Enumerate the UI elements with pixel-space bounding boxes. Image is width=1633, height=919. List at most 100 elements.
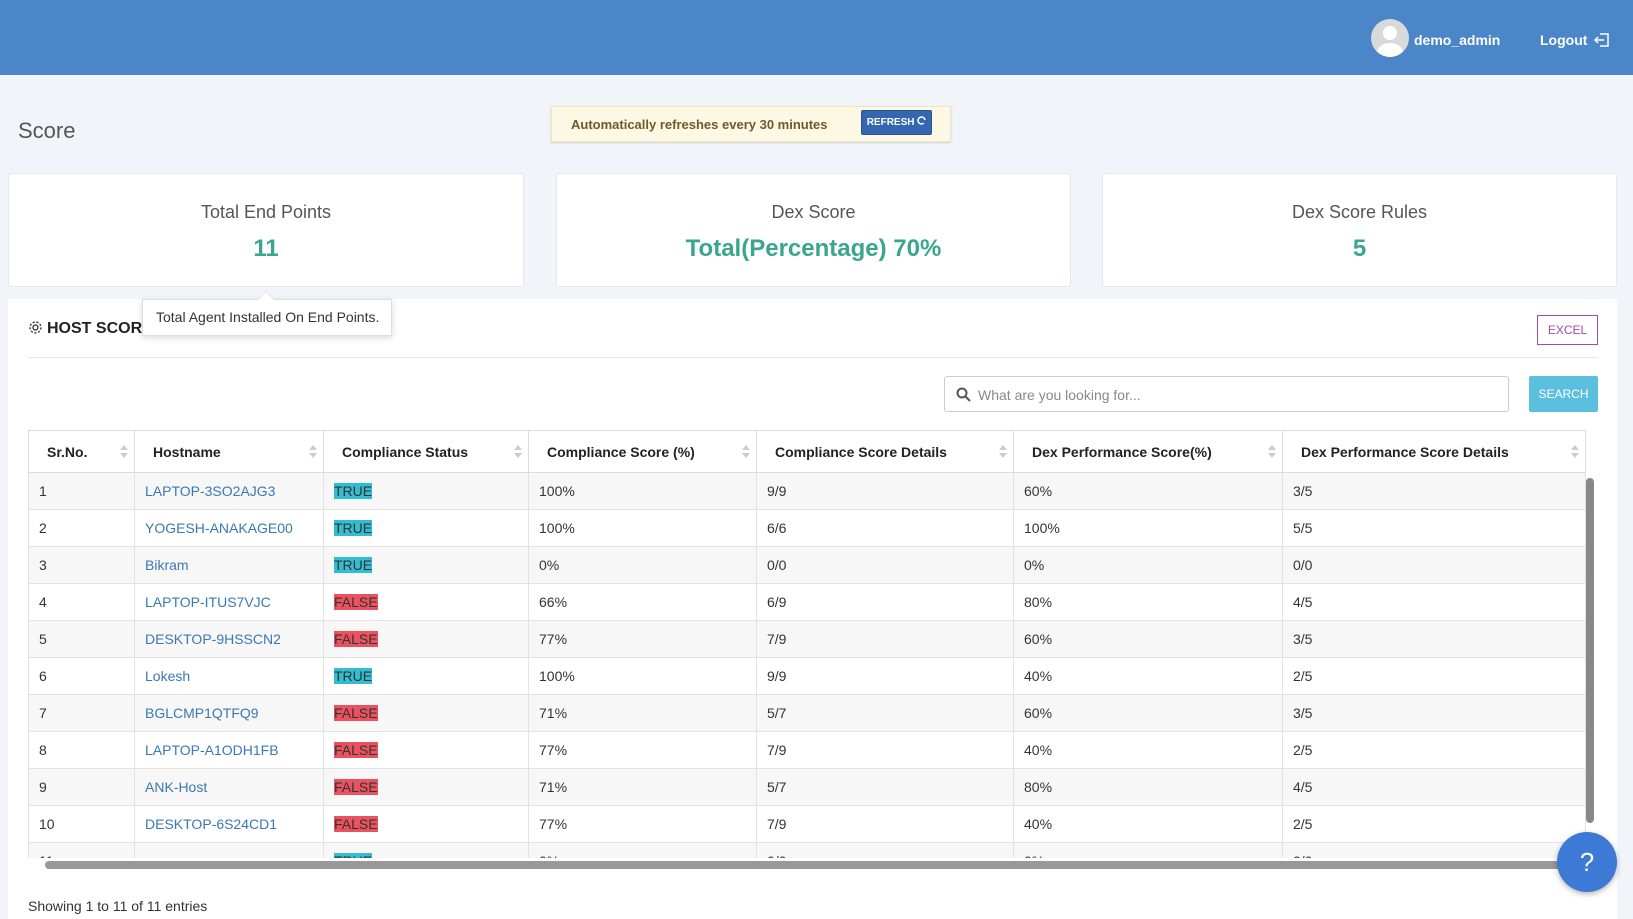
refresh-banner: Automatically refreshes every 30 minutes…: [551, 106, 951, 142]
hostname-link[interactable]: LAPTOP-A1ODH1FB: [145, 742, 279, 758]
table-cell: 77%: [528, 731, 757, 769]
search-placeholder: What are you looking for...: [978, 387, 1141, 403]
search-icon: [956, 387, 971, 402]
status-badge: FALSE: [334, 705, 378, 721]
table-row: 6 Lokesh TRUE 100% 9/9 40% 2/5: [28, 657, 1586, 695]
table-cell: 80%: [1013, 768, 1283, 806]
table-row: 1 LAPTOP-3SO2AJG3 TRUE 100% 9/9 60% 3/5: [28, 472, 1586, 510]
table-cell: 3/5: [1282, 620, 1586, 658]
table-cell: LAPTOP-A1ODH1FB: [134, 731, 324, 769]
table-cell: 0%: [528, 842, 757, 858]
table-cell: 40%: [1013, 731, 1283, 769]
table-cell: 4/5: [1282, 583, 1586, 621]
refresh-button[interactable]: REFRESH: [861, 110, 932, 135]
table-cell: 2/5: [1282, 805, 1586, 843]
table-cell: 100%: [528, 472, 757, 510]
hostname-link[interactable]: BGLCMP1QTFQ9: [145, 705, 259, 721]
table-cell: 8: [28, 731, 135, 769]
avatar[interactable]: [1371, 19, 1409, 57]
table-cell: TRUE: [323, 472, 529, 510]
table-cell: FALSE: [323, 731, 529, 769]
table-cell: BGLCMP1QTFQ9: [134, 694, 324, 732]
hostname-link[interactable]: Bikram: [145, 557, 189, 573]
table-cell: TRUE: [323, 657, 529, 695]
status-badge: TRUE: [334, 853, 373, 858]
table-cell: 71%: [528, 694, 757, 732]
table-cell: 71%: [528, 768, 757, 806]
table-cell: 66%: [528, 583, 757, 621]
horizontal-scrollbar[interactable]: [45, 861, 1585, 869]
status-badge: FALSE: [334, 631, 378, 647]
table-cell: TRUE: [323, 842, 529, 858]
table-cell: 6/6: [756, 509, 1014, 547]
top-bar: demo_admin Logout: [0, 0, 1633, 75]
status-badge: FALSE: [334, 779, 378, 795]
card-title: Total End Points: [200, 202, 332, 222]
column-header[interactable]: Compliance Score Details: [756, 430, 1014, 473]
table-cell: 60%: [1013, 472, 1283, 510]
table-cell: 9/9: [756, 657, 1014, 695]
table-cell: 40%: [1013, 657, 1283, 695]
table-cell: 77%: [528, 620, 757, 658]
hostname-link[interactable]: Lokesh: [145, 668, 191, 684]
table-cell: 2/5: [1282, 731, 1586, 769]
table-body: 1 LAPTOP-3SO2AJG3 TRUE 100% 9/9 60% 3/5 2 YOGESH…: [28, 472, 1586, 858]
table-cell: 3/5: [1282, 472, 1586, 510]
status-badge: TRUE: [334, 483, 373, 499]
column-header[interactable]: Compliance Score (%): [528, 430, 757, 473]
username[interactable]: demo_admin: [1414, 32, 1501, 48]
table-cell: 9: [28, 768, 135, 806]
table-cell: [134, 842, 324, 858]
excel-button[interactable]: EXCEL: [1537, 315, 1598, 345]
table-cell: 0/0: [1282, 546, 1586, 584]
column-header[interactable]: Hostname: [134, 430, 324, 473]
table-cell: 1: [28, 472, 135, 510]
table-cell: FALSE: [323, 694, 529, 732]
card-value: Total(Percentage) 70%: [685, 235, 942, 262]
table-cell: FALSE: [323, 805, 529, 843]
column-header[interactable]: Dex Performance Score(%): [1013, 430, 1283, 473]
table-cell: 60%: [1013, 694, 1283, 732]
table-cell: 5/7: [756, 768, 1014, 806]
vertical-scrollbar[interactable]: [1586, 478, 1594, 823]
table-cell: 10: [28, 805, 135, 843]
table-cell: 0/0: [756, 842, 1014, 858]
refresh-icon: [917, 116, 927, 125]
table-cell: 2/5: [1282, 657, 1586, 695]
refresh-label[interactable]: REFRESH: [866, 117, 915, 128]
table-cell: 0%: [528, 546, 757, 584]
card: Dex Score Total(Percentage) 70%: [556, 173, 1071, 287]
table-cell: 6: [28, 657, 135, 695]
column-header[interactable]: Compliance Status: [323, 430, 529, 473]
table-cell: FALSE: [323, 768, 529, 806]
hostname-link[interactable]: YOGESH-ANAKAGE00: [145, 520, 293, 536]
hostname-link[interactable]: ANK-Host: [145, 779, 208, 795]
card-title: Dex Score: [771, 202, 856, 222]
hostname-link[interactable]: DESKTOP-9HSSCN2: [145, 631, 281, 647]
table-cell: 5/5: [1282, 509, 1586, 547]
table-cell: DESKTOP-6S24CD1: [134, 805, 324, 843]
table-cell: 77%: [528, 805, 757, 843]
table-info: Showing 1 to 11 of 11 entries: [28, 898, 208, 914]
logout[interactable]: Logout: [1540, 32, 1610, 48]
column-header[interactable]: Sr.No.: [28, 430, 135, 473]
hostname-link[interactable]: LAPTOP-ITUS7VJC: [145, 594, 271, 610]
status-badge: TRUE: [334, 520, 373, 536]
help-button[interactable]: ?: [1557, 832, 1617, 892]
table-cell: ANK-Host: [134, 768, 324, 806]
search-input[interactable]: What are you looking for...: [944, 376, 1509, 412]
logout-text[interactable]: Logout: [1540, 32, 1588, 48]
table-cell: 7/9: [756, 805, 1014, 843]
column-header[interactable]: Dex Performance Score Details: [1282, 430, 1586, 473]
table-cell: LAPTOP-3SO2AJG3: [134, 472, 324, 510]
hostname-link[interactable]: LAPTOP-3SO2AJG3: [145, 483, 276, 499]
card: Total End Points 11: [8, 173, 524, 287]
table-cell: 11: [28, 842, 135, 858]
search-button[interactable]: SEARCH: [1529, 376, 1598, 412]
table-row: 3 Bikram TRUE 0% 0/0 0% 0/0: [28, 546, 1586, 584]
table-cell: 5/7: [756, 694, 1014, 732]
table-cell: TRUE: [323, 546, 529, 584]
table-cell: 9/9: [756, 472, 1014, 510]
hostname-link[interactable]: DESKTOP-6S24CD1: [145, 816, 278, 832]
